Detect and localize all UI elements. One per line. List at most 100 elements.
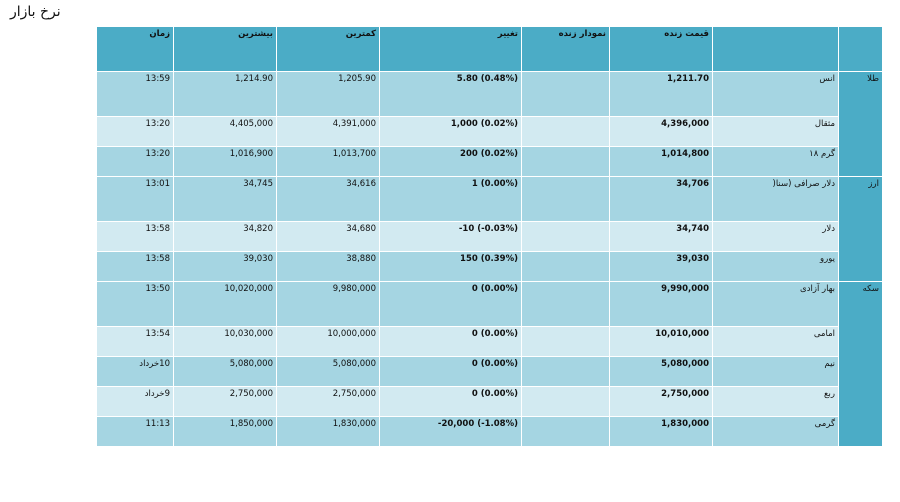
table-row: 13:58 39,030 38,880 150 (0.39%) 39,030 یورو [96, 251, 883, 282]
cell-high: 39,030 [173, 251, 277, 282]
header-category [838, 26, 883, 72]
cell-time: 13:50 [96, 281, 174, 327]
cell-low: 34,680 [276, 221, 380, 252]
cell-time: 13:01 [96, 176, 174, 222]
cell-name: بهار آزادی [712, 281, 839, 327]
cell-time: 13:59 [96, 71, 174, 117]
cell-change: 150 (0.39%) [379, 251, 522, 282]
cell-high: 10,030,000 [173, 326, 277, 357]
cell-high: 34,745 [173, 176, 277, 222]
cell-chart [521, 416, 610, 447]
cell-high: 10,020,000 [173, 281, 277, 327]
cell-name: امامی [712, 326, 839, 357]
cell-change: 5.80 (0.48%) [379, 71, 522, 117]
cell-high: 34,820 [173, 221, 277, 252]
cell-time: 13:20 [96, 146, 174, 177]
cell-price: 10,010,000 [609, 326, 713, 357]
header-chart: نمودار زنده [521, 26, 610, 72]
cell-chart [521, 71, 610, 117]
header-change: تغییر [379, 26, 522, 72]
cell-change: 0 (0.00%) [379, 281, 522, 327]
cell-name: دلار [712, 221, 839, 252]
table-row: 11:13 1,850,000 1,830,000 -20,000 (-1.08%) 1… [96, 416, 883, 447]
cell-price: 1,830,000 [609, 416, 713, 447]
cell-low: 1,830,000 [276, 416, 380, 447]
cell-low: 4,391,000 [276, 116, 380, 147]
cell-price: 5,080,000 [609, 356, 713, 387]
cell-name: دلار صرافی (سنا( [712, 176, 839, 222]
table-row: 13:20 4,405,000 4,391,000 1,000 (0.02%) 4,39… [96, 116, 883, 147]
cell-name: انس [712, 71, 839, 117]
cell-time: 13:58 [96, 221, 174, 252]
cell-chart [521, 146, 610, 177]
category-label: ارز [838, 176, 883, 282]
cell-time: 13:20 [96, 116, 174, 147]
cell-change: 1,000 (0.02%) [379, 116, 522, 147]
cell-price: 4,396,000 [609, 116, 713, 147]
cell-price: 1,014,800 [609, 146, 713, 177]
cell-low: 34,616 [276, 176, 380, 222]
cell-change: 0 (0.00%) [379, 356, 522, 387]
cell-change: 1 (0.00%) [379, 176, 522, 222]
page-title: نرخ بازار [10, 4, 61, 20]
cell-high: 2,750,000 [173, 386, 277, 417]
cell-low: 10,000,000 [276, 326, 380, 357]
table-row: 13:20 1,016,900 1,013,700 200 (0.02%) 1,014,… [96, 146, 883, 177]
cell-time: 9خرداد [96, 386, 174, 417]
cell-change: 0 (0.00%) [379, 386, 522, 417]
table-row: 9خرداد 2,750,000 2,750,000 0 (0.00%) 2,750,0… [96, 386, 883, 417]
cell-low: 5,080,000 [276, 356, 380, 387]
table-row: 13:50 10,020,000 9,980,000 0 (0.00%) 9,990,0… [96, 281, 883, 447]
cell-change: -20,000 (-1.08%) [379, 416, 522, 447]
header-time: زمان [96, 26, 174, 72]
cell-chart [521, 281, 610, 327]
cell-name: یورو [712, 251, 839, 282]
cell-high: 1,016,900 [173, 146, 277, 177]
cell-name: ربع [712, 386, 839, 417]
cell-price: 39,030 [609, 251, 713, 282]
header-high: بیشترین [173, 26, 277, 72]
cell-high: 5,080,000 [173, 356, 277, 387]
cell-change: -10 (-0.03%) [379, 221, 522, 252]
cell-price: 1,211.70 [609, 71, 713, 117]
cell-high: 4,405,000 [173, 116, 277, 147]
cell-time: 10خرداد [96, 356, 174, 387]
cell-time: 11:13 [96, 416, 174, 447]
cell-name: گرمی [712, 416, 839, 447]
header-row: زمان بیشترین کمترین تغییر نمودار زنده قی… [96, 26, 883, 72]
table-row: 13:58 34,820 34,680 -10 (-0.03%) 34,740 دلار [96, 221, 883, 252]
cell-chart [521, 221, 610, 252]
category-label: سکه [838, 281, 883, 447]
cell-price: 34,706 [609, 176, 713, 222]
header-price: قیمت زنده [609, 26, 713, 72]
header-low: کمترین [276, 26, 380, 72]
cell-name: گرم ۱۸ [712, 146, 839, 177]
table-row: 13:54 10,030,000 10,000,000 0 (0.00%) 10,010… [96, 326, 883, 357]
cell-time: 13:58 [96, 251, 174, 282]
table-row: 13:01 34,745 34,616 1 (0.00%) 34,706 دلار صرا… [96, 176, 883, 282]
table-row: 13:59 1,214.90 1,205.90 5.80 (0.48%) 1,211.7… [96, 71, 883, 177]
table-row: 10خرداد 5,080,000 5,080,000 0 (0.00%) 5,080,… [96, 356, 883, 387]
cell-name: نیم [712, 356, 839, 387]
cell-chart [521, 386, 610, 417]
cell-change: 200 (0.02%) [379, 146, 522, 177]
cell-chart [521, 326, 610, 357]
cell-change: 0 (0.00%) [379, 326, 522, 357]
cell-low: 1,013,700 [276, 146, 380, 177]
cell-price: 9,990,000 [609, 281, 713, 327]
cell-chart [521, 251, 610, 282]
cell-price: 34,740 [609, 221, 713, 252]
cell-chart [521, 356, 610, 387]
cell-low: 1,205.90 [276, 71, 380, 117]
cell-chart [521, 116, 610, 147]
cell-price: 2,750,000 [609, 386, 713, 417]
header-name [712, 26, 839, 72]
cell-high: 1,850,000 [173, 416, 277, 447]
cell-time: 13:54 [96, 326, 174, 357]
cell-low: 2,750,000 [276, 386, 380, 417]
cell-high: 1,214.90 [173, 71, 277, 117]
cell-name: مثقال [712, 116, 839, 147]
market-rates-table: زمان بیشترین کمترین تغییر نمودار زنده قی… [96, 26, 883, 447]
cell-chart [521, 176, 610, 222]
cell-low: 9,980,000 [276, 281, 380, 327]
